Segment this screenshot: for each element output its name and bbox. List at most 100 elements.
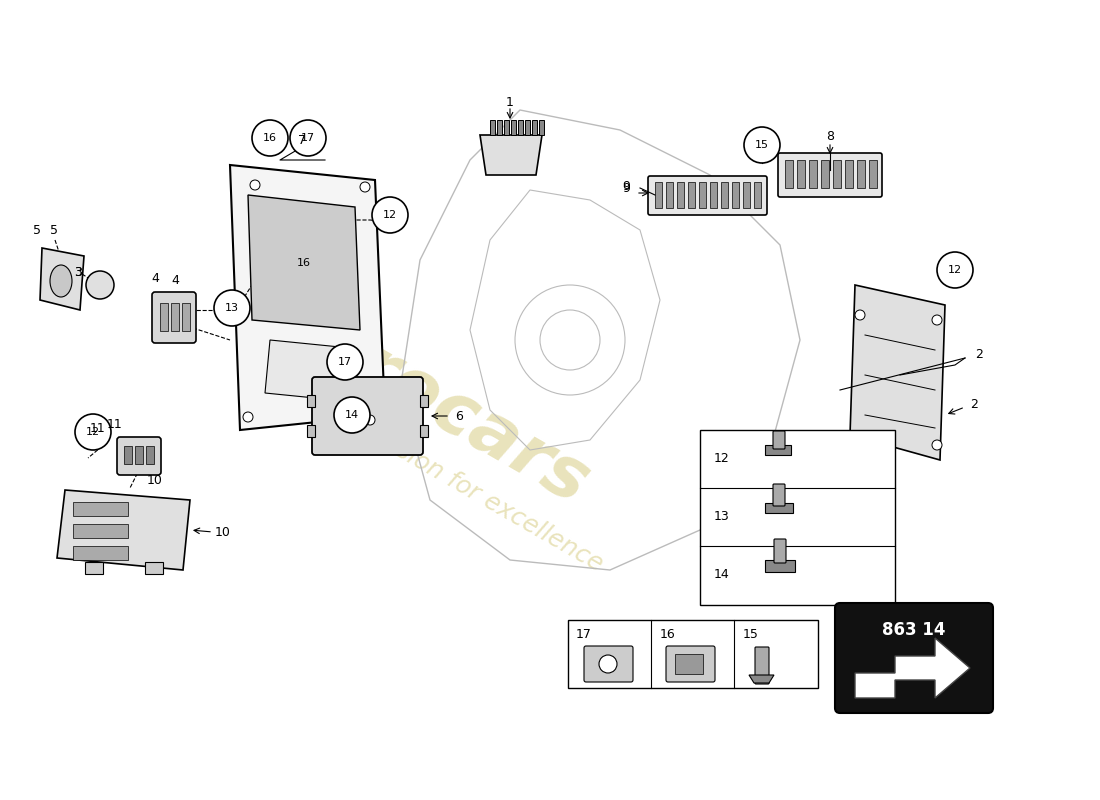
Text: 14: 14: [345, 410, 359, 420]
Bar: [539, 120, 544, 135]
Polygon shape: [40, 248, 84, 310]
Bar: [764, 503, 793, 513]
Circle shape: [855, 435, 865, 445]
Polygon shape: [480, 135, 542, 175]
Bar: [146, 446, 154, 464]
Bar: [764, 445, 791, 455]
Bar: [512, 120, 516, 135]
FancyBboxPatch shape: [778, 153, 882, 197]
Bar: [654, 182, 662, 208]
Bar: [73, 546, 128, 560]
Bar: [504, 120, 509, 135]
Bar: [73, 502, 128, 516]
Ellipse shape: [50, 265, 72, 297]
Bar: [869, 160, 877, 188]
Bar: [307, 425, 315, 437]
Circle shape: [327, 344, 363, 380]
FancyBboxPatch shape: [648, 176, 767, 215]
Text: 16: 16: [263, 133, 277, 143]
Circle shape: [600, 655, 617, 673]
Bar: [688, 182, 695, 208]
Bar: [666, 182, 673, 208]
Text: 12: 12: [948, 265, 962, 275]
Text: 15: 15: [755, 140, 769, 150]
Bar: [732, 182, 739, 208]
Circle shape: [372, 197, 408, 233]
Text: 5: 5: [50, 223, 58, 237]
Text: 13: 13: [714, 510, 729, 523]
FancyBboxPatch shape: [152, 292, 196, 343]
Bar: [700, 430, 895, 605]
Bar: [710, 182, 717, 208]
Circle shape: [75, 414, 111, 450]
Circle shape: [932, 440, 942, 450]
Bar: [845, 160, 853, 188]
Text: 17: 17: [576, 627, 592, 641]
Bar: [160, 303, 168, 331]
Text: 17: 17: [301, 133, 315, 143]
Text: 12: 12: [86, 427, 100, 437]
Text: 17: 17: [338, 357, 352, 367]
Polygon shape: [850, 285, 945, 460]
Text: 1: 1: [506, 95, 514, 109]
Circle shape: [937, 252, 974, 288]
FancyBboxPatch shape: [584, 646, 632, 682]
Bar: [497, 120, 502, 135]
Circle shape: [243, 412, 253, 422]
Bar: [798, 160, 805, 188]
Bar: [698, 182, 706, 208]
Text: 2: 2: [975, 349, 983, 362]
Text: 4: 4: [151, 271, 158, 285]
Polygon shape: [749, 675, 774, 683]
Circle shape: [744, 127, 780, 163]
Bar: [754, 182, 761, 208]
Text: 10: 10: [147, 474, 163, 486]
Bar: [720, 182, 728, 208]
Bar: [170, 303, 179, 331]
Text: 12: 12: [383, 210, 397, 220]
Bar: [85, 562, 103, 574]
Text: 9: 9: [623, 182, 630, 194]
Bar: [676, 182, 684, 208]
Circle shape: [214, 290, 250, 326]
Bar: [808, 160, 817, 188]
Bar: [525, 120, 530, 135]
Bar: [420, 425, 428, 437]
FancyBboxPatch shape: [774, 539, 786, 563]
Text: 16: 16: [297, 258, 311, 268]
Circle shape: [334, 397, 370, 433]
Text: 2: 2: [970, 398, 978, 411]
Bar: [821, 160, 829, 188]
Text: 3: 3: [74, 266, 81, 278]
Bar: [124, 446, 132, 464]
Bar: [145, 562, 163, 574]
Bar: [742, 182, 750, 208]
Text: 10: 10: [214, 526, 231, 538]
FancyBboxPatch shape: [773, 431, 785, 449]
Text: 15: 15: [742, 627, 759, 641]
Text: 6: 6: [455, 410, 463, 422]
Circle shape: [365, 415, 375, 425]
Bar: [857, 160, 865, 188]
Bar: [518, 120, 522, 135]
Bar: [833, 160, 842, 188]
Circle shape: [855, 310, 865, 320]
Text: eurocars: eurocars: [258, 281, 602, 519]
Bar: [182, 303, 190, 331]
Bar: [568, 620, 818, 688]
Polygon shape: [855, 638, 970, 698]
Polygon shape: [248, 195, 360, 330]
Text: 11: 11: [107, 418, 123, 431]
Bar: [764, 560, 795, 572]
FancyBboxPatch shape: [117, 437, 161, 475]
Bar: [532, 120, 537, 135]
Text: a passion for excellence: a passion for excellence: [333, 404, 607, 576]
FancyBboxPatch shape: [835, 603, 993, 713]
Bar: [785, 160, 793, 188]
Text: 8: 8: [826, 130, 834, 143]
Bar: [135, 446, 143, 464]
Text: 14: 14: [714, 569, 729, 582]
Bar: [490, 120, 495, 135]
Text: 4: 4: [172, 274, 179, 286]
Polygon shape: [57, 490, 190, 570]
